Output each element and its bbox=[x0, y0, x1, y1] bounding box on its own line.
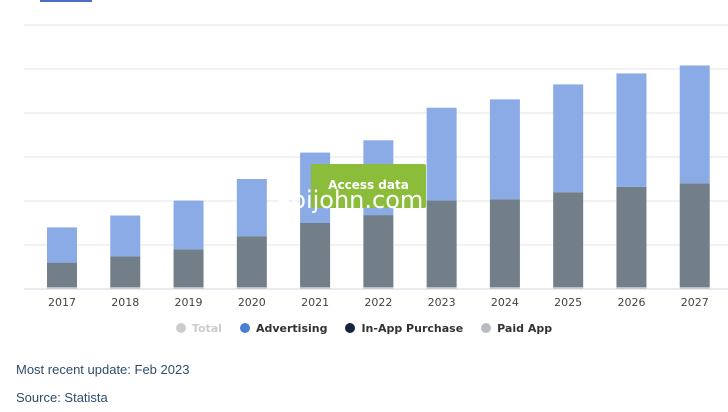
bar-advertising-2024 bbox=[489, 99, 520, 200]
bar-paid-app-2025 bbox=[553, 287, 584, 289]
legend-item-in-app-purchase[interactable]: In-App Purchase bbox=[345, 322, 463, 335]
legend-label: In-App Purchase bbox=[361, 321, 464, 335]
bar-in-app-purchase-2017 bbox=[47, 262, 77, 288]
bar-advertising-2020 bbox=[236, 179, 267, 237]
bar-paid-app-2021 bbox=[300, 287, 331, 289]
bar-in-app-purchase-2025 bbox=[553, 192, 584, 288]
bar-paid-app-2020 bbox=[236, 287, 267, 289]
legend-dot-icon bbox=[345, 323, 356, 333]
bar-paid-app-2023 bbox=[426, 287, 457, 289]
bar-in-app-purchase-2027 bbox=[679, 183, 710, 288]
x-tick-label: 2020 bbox=[238, 296, 266, 309]
access-data-label: Access data bbox=[328, 178, 409, 192]
source-link[interactable]: Source: Statista bbox=[16, 390, 108, 405]
bar-in-app-purchase-2018 bbox=[110, 256, 141, 288]
bar-paid-app-2024 bbox=[489, 287, 520, 289]
bar-advertising-2027 bbox=[679, 65, 710, 184]
bar-in-app-purchase-2021 bbox=[300, 223, 331, 288]
tab-indicator bbox=[40, 0, 92, 2]
legend-label: Total bbox=[191, 321, 222, 335]
bar-advertising-2019 bbox=[173, 200, 204, 250]
bar-advertising-2025 bbox=[553, 84, 584, 193]
x-tick-label: 2018 bbox=[111, 296, 139, 309]
bar-advertising-2018 bbox=[110, 215, 141, 257]
x-tick-label: 2023 bbox=[428, 296, 456, 309]
legend-dot-icon bbox=[175, 323, 186, 333]
legend-label: Advertising bbox=[255, 321, 328, 335]
bar-paid-app-2017 bbox=[47, 287, 77, 289]
bar-paid-app-2019 bbox=[173, 287, 204, 289]
x-tick-label: 2019 bbox=[175, 296, 203, 309]
legend-dot-icon bbox=[481, 323, 492, 333]
bar-in-app-purchase-2020 bbox=[236, 236, 267, 288]
bar-in-app-purchase-2019 bbox=[173, 249, 204, 288]
bar-in-app-purchase-2023 bbox=[426, 200, 457, 288]
x-tick-label: 2025 bbox=[554, 296, 582, 309]
bar-in-app-purchase-2026 bbox=[616, 186, 647, 288]
update-info: Most recent update: Feb 2023 bbox=[16, 362, 190, 377]
bar-paid-app-2022 bbox=[363, 287, 394, 289]
bar-advertising-2023 bbox=[426, 107, 457, 201]
bar-in-app-purchase-2022 bbox=[363, 215, 394, 288]
chart-legend: Total Advertising In-App Purchase Paid App bbox=[0, 320, 728, 336]
bar-advertising-2026 bbox=[616, 73, 647, 187]
x-tick-label: 2027 bbox=[681, 296, 709, 309]
x-tick-label: 2021 bbox=[301, 296, 329, 309]
legend-item-total[interactable]: Total bbox=[175, 321, 222, 335]
bar-paid-app-2018 bbox=[110, 287, 141, 289]
legend-label: Paid App bbox=[497, 321, 553, 335]
x-tick-label: 2022 bbox=[364, 296, 392, 309]
bar-advertising-2017 bbox=[47, 227, 77, 263]
access-data-button[interactable]: Access data bbox=[311, 164, 426, 208]
x-tick-label: 2024 bbox=[491, 296, 519, 309]
legend-item-paid-app[interactable]: Paid App bbox=[481, 322, 552, 335]
bar-in-app-purchase-2024 bbox=[489, 199, 520, 288]
x-tick-label: 2017 bbox=[48, 296, 76, 309]
bar-paid-app-2026 bbox=[616, 287, 647, 289]
x-tick-label: 2026 bbox=[617, 296, 645, 309]
legend-dot-icon bbox=[239, 323, 250, 333]
bar-paid-app-2027 bbox=[679, 287, 710, 289]
legend-item-advertising[interactable]: Advertising bbox=[239, 321, 328, 335]
watermark-text: abijohn.com bbox=[276, 186, 424, 214]
stacked-bar-chart: 2017 2018 2019 2020 2021 2022 2023 2024 2025 2026… bbox=[24, 24, 728, 309]
